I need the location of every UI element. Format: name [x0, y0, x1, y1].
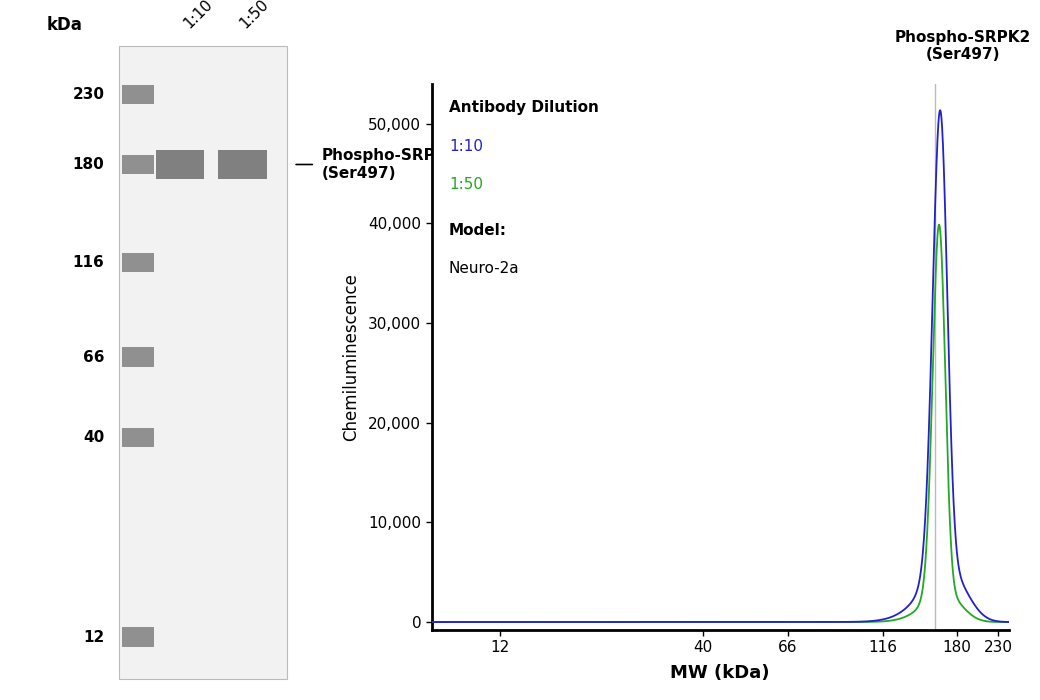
Y-axis label: Chemiluminescence: Chemiluminescence — [342, 273, 360, 441]
Text: 1:10: 1:10 — [449, 139, 483, 153]
Bar — [122, 428, 154, 447]
Text: Neuro-2a: Neuro-2a — [449, 261, 520, 276]
Bar — [119, 46, 287, 679]
Text: kDa: kDa — [47, 15, 82, 34]
Text: 40: 40 — [83, 430, 105, 445]
Text: 116: 116 — [73, 255, 105, 270]
Text: 12: 12 — [83, 629, 105, 645]
Text: Phospho-SRPK2
(Ser497): Phospho-SRPK2 (Ser497) — [321, 148, 458, 181]
Bar — [122, 347, 154, 367]
Bar — [156, 150, 205, 178]
X-axis label: MW (kDa): MW (kDa) — [671, 664, 770, 682]
Bar — [122, 253, 154, 272]
Text: Phospho-SRPK2
(Ser497): Phospho-SRPK2 (Ser497) — [894, 30, 1031, 62]
Text: 1:50: 1:50 — [449, 177, 483, 192]
Text: 230: 230 — [73, 87, 105, 102]
Text: 1:10: 1:10 — [181, 0, 215, 32]
Text: 180: 180 — [73, 157, 105, 172]
Text: Model:: Model: — [449, 223, 506, 238]
Bar — [122, 85, 154, 104]
Bar — [122, 627, 154, 647]
Text: 66: 66 — [83, 349, 105, 365]
Bar — [122, 155, 154, 174]
Text: 1:50: 1:50 — [237, 0, 271, 32]
Text: Antibody Dilution: Antibody Dilution — [449, 100, 599, 116]
Bar — [218, 150, 266, 178]
